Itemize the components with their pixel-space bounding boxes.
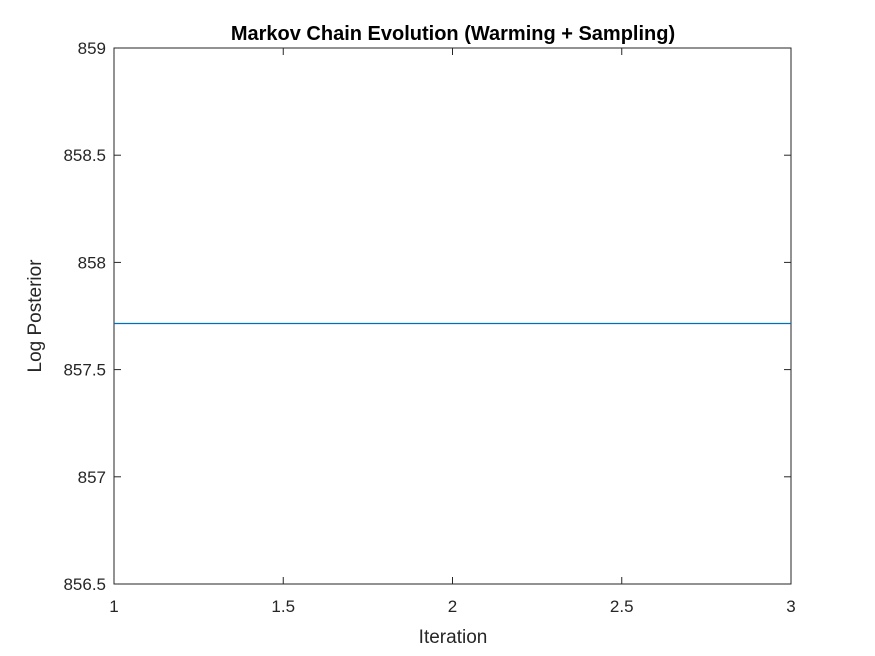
y-tick-label: 858 bbox=[78, 253, 106, 272]
x-tick-label: 2 bbox=[448, 597, 457, 616]
x-tick-label: 1 bbox=[109, 597, 118, 616]
y-tick-label: 858.5 bbox=[63, 146, 106, 165]
y-tick-label: 857.5 bbox=[63, 361, 106, 380]
x-tick-label: 3 bbox=[786, 597, 795, 616]
chart-title: Markov Chain Evolution (Warming + Sampli… bbox=[231, 23, 675, 45]
x-axis-label: Iteration bbox=[419, 627, 488, 648]
y-tick-label: 859 bbox=[78, 39, 106, 58]
y-tick-label: 857 bbox=[78, 468, 106, 487]
y-tick-label: 856.5 bbox=[63, 575, 106, 594]
y-axis-label: Log Posterior bbox=[25, 259, 46, 373]
x-axis-ticks: 1 1.5 2 2.5 3 bbox=[109, 48, 796, 616]
x-tick-label: 1.5 bbox=[271, 597, 295, 616]
plot-area bbox=[113, 47, 792, 585]
x-tick-label: 2.5 bbox=[610, 597, 634, 616]
y-axis-ticks: 856.5 857 857.5 858 858.5 859 bbox=[63, 39, 791, 594]
